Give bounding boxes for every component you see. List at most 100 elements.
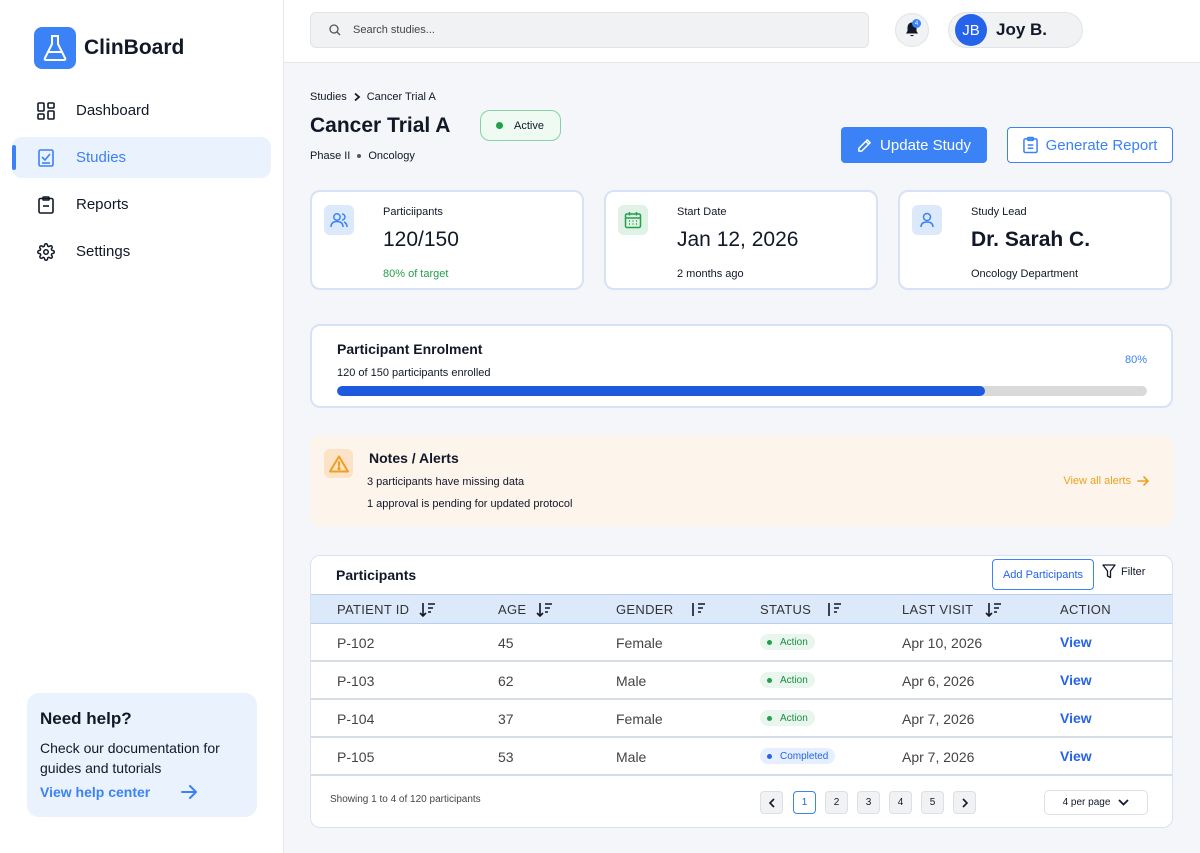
alert-item: 3 participants have missing data <box>367 476 525 488</box>
generate-report-label: Generate Report <box>1045 136 1158 154</box>
sidebar-item-reports[interactable]: Reports <box>12 184 271 225</box>
column-header-age[interactable]: AGE <box>498 602 553 617</box>
cell-patient-id: P-104 <box>337 711 375 727</box>
flask-icon <box>34 27 76 69</box>
update-study-label: Update Study <box>880 136 971 154</box>
sort-icon <box>536 603 553 617</box>
column-label: GENDER <box>616 602 674 617</box>
table-row: P-104 37 Female Action Apr 7, 2026 View <box>311 700 1172 738</box>
filter-label: Filter <box>1121 565 1146 578</box>
users-icon <box>324 205 354 235</box>
view-all-alerts-link[interactable]: View all alerts <box>1063 475 1149 487</box>
stat-sub: 2 months ago <box>677 268 744 280</box>
status-badge: Completed <box>760 748 836 764</box>
sidebar-item-label: Dashboard <box>76 102 150 119</box>
filter-button[interactable]: Filter <box>1102 564 1145 579</box>
help-center-link[interactable]: View help center <box>40 784 197 800</box>
gear-icon <box>36 242 56 262</box>
prev-page-button[interactable] <box>760 791 783 814</box>
status-label: Action <box>780 674 808 686</box>
enrolment-progress-bar <box>337 386 1147 396</box>
per-page-value: 4 per page <box>1062 797 1111 808</box>
chevron-right-icon <box>961 797 968 808</box>
column-label: ACTION <box>1060 602 1111 617</box>
status-dot <box>767 715 772 721</box>
view-all-alerts-label: View all alerts <box>1063 475 1131 487</box>
sidebar-nav: Dashboard Studies Reports <box>12 90 271 278</box>
enrolment-card: Participant Enrolment 120 of 150 partici… <box>310 324 1173 408</box>
help-text: Check our documentation for guides and t… <box>40 740 220 776</box>
stat-card-participants: Particiipants 120/150 80% of target <box>310 190 584 290</box>
generate-report-button[interactable]: Generate Report <box>1007 127 1173 163</box>
page-button-5[interactable]: 5 <box>921 791 944 814</box>
clipboard-icon <box>36 195 56 215</box>
cell-age: 37 <box>498 711 514 727</box>
view-link[interactable]: View <box>1060 710 1092 726</box>
view-link[interactable]: View <box>1060 748 1092 764</box>
sidebar-item-dashboard[interactable]: Dashboard <box>12 90 271 131</box>
status-dot <box>767 639 772 645</box>
stat-sub: Oncology Department <box>971 268 1078 280</box>
sidebar-item-studies[interactable]: Studies <box>12 137 271 178</box>
cell-age: 62 <box>498 673 514 689</box>
sort-icon <box>692 603 706 616</box>
sort-icon <box>985 603 1002 617</box>
page-button-2[interactable]: 2 <box>825 791 848 814</box>
cell-gender: Female <box>616 711 663 727</box>
sidebar-item-settings[interactable]: Settings <box>12 231 271 272</box>
cell-last-visit: Apr 6, 2026 <box>902 673 975 689</box>
column-header-patient-id[interactable]: PATIENT ID <box>337 602 436 617</box>
stat-label: Particiipants <box>383 206 443 218</box>
view-link[interactable]: View <box>1060 634 1092 650</box>
stat-value: 120/150 <box>383 228 459 251</box>
cell-last-visit: Apr 10, 2026 <box>902 635 983 651</box>
page-button-1[interactable]: 1 <box>793 791 816 814</box>
update-study-button[interactable]: Update Study <box>841 127 987 163</box>
per-page-select[interactable]: 4 per page <box>1044 790 1148 815</box>
search-input[interactable] <box>353 24 833 36</box>
alerts-title: Notes / Alerts <box>369 450 459 466</box>
status-badge: Action <box>760 634 815 650</box>
help-link-label: View help center <box>40 784 151 800</box>
column-label: PATIENT ID <box>337 602 410 617</box>
user-menu[interactable]: JB Joy B. <box>948 12 1083 48</box>
breadcrumb-current: Cancer Trial A <box>366 91 436 103</box>
study-meta: Phase II Oncology <box>310 150 415 162</box>
alerts-card: Notes / Alerts 3 participants have missi… <box>310 435 1173 527</box>
status-badge: Action <box>760 672 815 688</box>
page-button-3[interactable]: 3 <box>857 791 880 814</box>
stat-label: Study Lead <box>971 206 1027 218</box>
stat-value: Jan 12, 2026 <box>677 228 799 251</box>
next-page-button[interactable] <box>953 791 976 814</box>
page-button-4[interactable]: 4 <box>889 791 912 814</box>
meta-separator <box>357 154 362 158</box>
status-label: Action <box>780 636 808 648</box>
sort-icon <box>419 603 436 617</box>
alert-item: 1 approval is pending for updated protoc… <box>367 498 573 510</box>
stat-card-start-date: Start Date Jan 12, 2026 2 months ago <box>604 190 878 290</box>
notifications-button[interactable]: 4 <box>895 13 929 47</box>
cell-gender: Male <box>616 673 647 689</box>
cell-gender: Male <box>616 749 647 765</box>
topbar: 4 JB Joy B. <box>284 0 1200 63</box>
view-link[interactable]: View <box>1060 672 1092 688</box>
user-name: Joy B. <box>996 20 1048 39</box>
status-dot <box>496 122 503 129</box>
column-header-last-visit[interactable]: LAST VISIT <box>902 602 1002 617</box>
cell-age: 45 <box>498 635 514 651</box>
brand[interactable]: ClinBoard <box>34 27 184 69</box>
cell-gender: Female <box>616 635 663 651</box>
add-participants-button[interactable]: Add Participants <box>992 559 1094 590</box>
arrow-right-icon <box>1137 476 1149 486</box>
participants-title: Participants <box>336 567 417 583</box>
enrolment-title: Participant Enrolment <box>337 341 483 357</box>
cell-age: 53 <box>498 749 514 765</box>
status-dot <box>767 753 772 759</box>
arrow-right-icon <box>181 785 197 799</box>
breadcrumb-studies[interactable]: Studies <box>310 91 347 103</box>
sidebar: ClinBoard Dashboard Studies <box>0 0 284 853</box>
user-icon <box>912 205 942 235</box>
breadcrumb: Studies Cancer Trial A <box>310 91 436 103</box>
column-header-gender[interactable]: GENDER <box>616 602 706 617</box>
column-header-status[interactable]: STATUS <box>760 602 842 617</box>
